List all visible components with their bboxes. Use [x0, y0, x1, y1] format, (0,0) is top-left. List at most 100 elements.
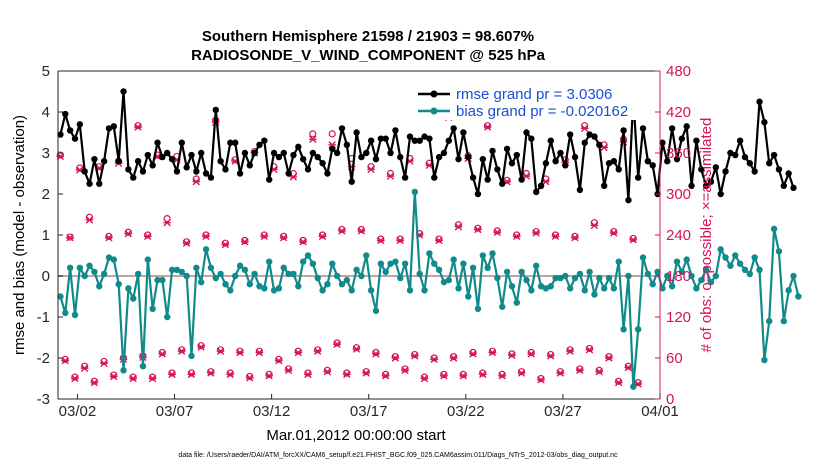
obs-assimilated-marker: [440, 372, 448, 380]
chart-title: Southern Hemisphere 21598 / 21903 = 98.6…: [202, 28, 534, 45]
obs-possible-marker: [110, 371, 118, 379]
rmse-point: [265, 176, 273, 183]
rmse-point: [120, 88, 127, 95]
obs-assimilated-marker: [299, 238, 307, 246]
legend-bias-marker: [430, 107, 438, 115]
obs-assimilated-marker: [517, 369, 526, 377]
obs-possible-marker: [382, 370, 390, 378]
y-tick-label-right: 360: [666, 145, 691, 162]
obs-assimilated-marker: [362, 369, 371, 377]
rmse-point: [411, 137, 419, 144]
rmse-point: [610, 158, 618, 165]
y-tick-label-left: 4: [42, 104, 50, 121]
rmse-point: [217, 158, 224, 165]
rmse-point: [775, 166, 783, 173]
bias-point: [265, 258, 273, 265]
obs-possible-marker: [357, 225, 365, 234]
obs-assimilated-marker: [430, 355, 438, 364]
obs-assimilated-marker: [177, 347, 186, 355]
bias-point: [576, 270, 584, 278]
rmse-point: [207, 174, 215, 181]
obs-assimilated-marker: [80, 364, 89, 372]
bias-point: [508, 283, 516, 290]
y-tick-label-right: 180: [666, 268, 691, 285]
obs-assimilated-marker: [420, 374, 429, 383]
bias-point: [149, 305, 156, 312]
bias-point: [275, 285, 283, 292]
rmse-point: [494, 166, 501, 173]
obs-possible-marker: [56, 151, 64, 159]
rmse-point: [673, 155, 681, 163]
bias-point: [280, 264, 287, 271]
rmse-point: [406, 133, 414, 140]
bias-point: [644, 270, 652, 278]
obs-possible-marker: [435, 235, 443, 243]
obs-possible-marker: [629, 234, 637, 243]
bias-point: [81, 272, 88, 280]
obs-possible-marker: [246, 372, 254, 381]
rmse-series: [57, 88, 797, 204]
obs-possible-marker: [323, 366, 331, 374]
rmse-point: [698, 166, 705, 173]
rmse-point: [324, 170, 331, 177]
bias-point: [435, 266, 443, 274]
bias-point: [455, 285, 462, 292]
y-tick-label-right: 60: [666, 350, 683, 367]
bias-point: [290, 270, 297, 278]
obs-assimilated-marker: [566, 347, 574, 355]
obs-possible-marker: [241, 236, 249, 245]
chart-subtitle: RADIOSONDE_V_WIND_COMPONENT @ 525 hPa: [191, 47, 546, 64]
rmse-point: [125, 166, 132, 173]
rmse-point: [256, 141, 263, 148]
obs-possible-marker: [216, 346, 225, 354]
obs-assimilated-marker: [469, 350, 477, 358]
rmse-point: [518, 176, 525, 183]
obs-assimilated-marker: [163, 219, 171, 227]
y-axis-label-right: # of obs: o=possible; ×=assimilated: [698, 118, 715, 353]
bias-point: [668, 283, 676, 290]
bias-point: [537, 283, 545, 290]
bias-point: [144, 256, 152, 263]
rmse-point: [261, 137, 268, 144]
rmse-point: [625, 196, 632, 204]
obs-assimilated-marker: [449, 354, 458, 362]
obs-assimilated-marker: [342, 370, 351, 379]
rmse-point: [736, 137, 744, 144]
rmse-point: [605, 160, 613, 167]
rmse-point: [523, 129, 530, 136]
rmse-point: [188, 151, 195, 159]
obs-assimilated-marker: [61, 357, 70, 365]
rmse-point: [280, 149, 287, 157]
rmse-point: [644, 158, 652, 165]
bias-point: [469, 264, 477, 271]
bias-point: [673, 258, 681, 265]
obs-assimilated-marker: [571, 234, 579, 242]
bias-point: [586, 268, 593, 276]
bias-point: [139, 363, 147, 370]
rmse-point: [668, 125, 676, 132]
bias-point: [382, 268, 389, 276]
rmse-point: [450, 125, 457, 132]
rmse-point: [363, 149, 370, 157]
obs-assimilated-marker: [105, 234, 113, 242]
obs-assimilated-marker: [629, 236, 638, 244]
obs-assimilated-marker: [386, 172, 395, 180]
bias-point: [168, 266, 176, 274]
obs-assimilated-marker: [318, 232, 327, 241]
rmse-point: [232, 139, 239, 146]
obs-assimilated-marker: [396, 236, 405, 245]
obs-possible-marker: [532, 227, 540, 236]
obs-possible-marker: [488, 347, 497, 355]
obs-assimilated-marker: [187, 370, 196, 379]
rmse-point: [329, 145, 336, 153]
bias-point: [387, 260, 394, 267]
rmse-point: [387, 149, 394, 157]
obs-possible-marker: [105, 232, 113, 240]
obs-assimilated-marker: [483, 123, 492, 131]
bias-point: [397, 274, 404, 282]
obs-assimilated-marker: [357, 227, 366, 235]
bias-point: [154, 276, 161, 284]
obs-possible-marker: [187, 369, 196, 377]
bias-point: [625, 272, 632, 280]
